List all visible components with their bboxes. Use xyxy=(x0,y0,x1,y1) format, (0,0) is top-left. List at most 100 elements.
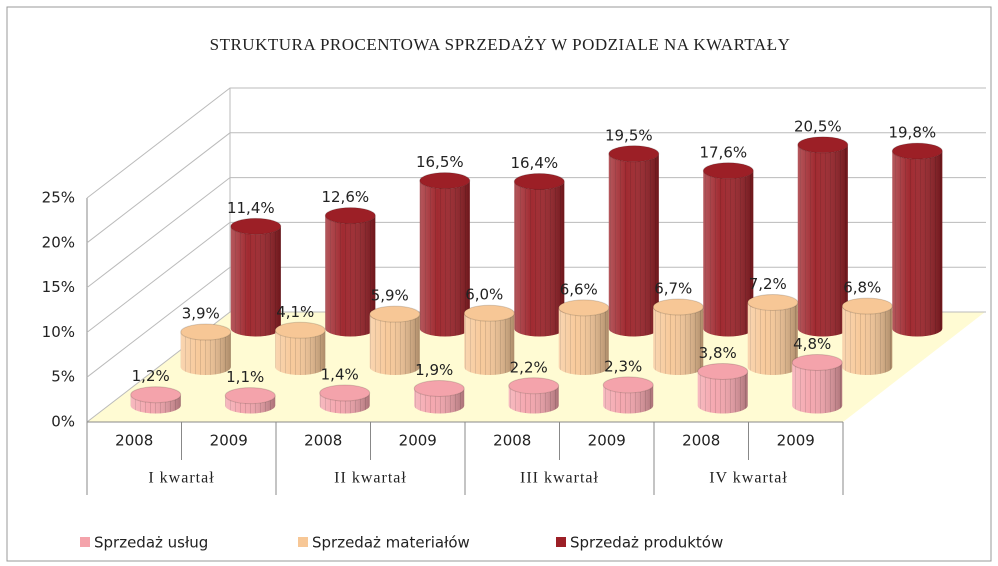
bar-shading xyxy=(603,384,654,414)
bar-shading xyxy=(508,385,559,414)
bar-top xyxy=(274,321,326,339)
bar-shading xyxy=(653,306,704,375)
bar-shading xyxy=(697,371,748,414)
bar-top xyxy=(791,353,843,371)
data-label: 4,1% xyxy=(276,303,314,321)
data-label: 19,5% xyxy=(605,126,653,144)
legend-swatch xyxy=(80,537,90,547)
bar-top xyxy=(230,217,282,235)
bar-shading xyxy=(558,307,609,375)
x-group-label: III kwartał xyxy=(520,470,599,487)
bar-shading xyxy=(414,388,465,414)
bar-shading xyxy=(747,302,798,375)
chart-title: STRUKTURA PROCENTOWA SPRZEDAŻY W PODZIAL… xyxy=(210,35,791,54)
bar-shading xyxy=(275,330,326,375)
bar-top xyxy=(602,376,654,394)
bar-shading xyxy=(325,215,376,337)
x-tick-label: 2009 xyxy=(210,432,248,450)
data-label: 1,1% xyxy=(226,368,264,386)
bar-top xyxy=(369,305,421,323)
bar-top xyxy=(891,142,943,160)
bar-top xyxy=(224,387,276,405)
bar-top xyxy=(702,162,754,180)
legend-label: Sprzedaż produktów xyxy=(570,534,723,552)
legend-swatch xyxy=(298,537,308,547)
data-label: 16,4% xyxy=(510,154,558,172)
data-label: 4,8% xyxy=(793,335,831,353)
data-label: 6,6% xyxy=(560,280,598,298)
y-tick-label: 10% xyxy=(42,323,75,341)
x-tick-label: 2009 xyxy=(777,432,815,450)
bar-shading xyxy=(369,314,420,375)
data-label: 11,4% xyxy=(227,199,275,217)
x-group-label: IV kwartał xyxy=(709,470,788,487)
x-group-label: II kwartał xyxy=(334,470,407,487)
y-tick-label: 5% xyxy=(51,368,75,386)
bar-top xyxy=(508,377,560,395)
grid-line xyxy=(86,132,986,244)
bar-top xyxy=(324,207,376,225)
data-label: 2,3% xyxy=(604,357,642,375)
data-label: 1,4% xyxy=(321,365,359,383)
data-label: 20,5% xyxy=(794,117,842,135)
bar-shading xyxy=(464,313,515,375)
bar-shading xyxy=(230,226,281,337)
bar-shading xyxy=(130,394,181,414)
data-label: 16,5% xyxy=(416,153,464,171)
y-tick-label: 25% xyxy=(42,189,75,207)
data-label: 2,2% xyxy=(510,358,548,376)
data-label: 3,9% xyxy=(182,305,220,323)
data-label: 6,8% xyxy=(843,279,881,297)
legend-label: Sprzedaż usług xyxy=(94,534,208,552)
x-tick-label: 2008 xyxy=(493,432,531,450)
bar-top xyxy=(608,145,660,163)
bar-shading xyxy=(608,153,659,337)
legend-label: Sprzedaż materiałów xyxy=(312,534,470,552)
y-tick-label: 20% xyxy=(42,233,75,251)
bar-top xyxy=(513,173,565,191)
bar-shading xyxy=(419,180,470,337)
x-tick-label: 2008 xyxy=(304,432,342,450)
bar-top xyxy=(841,297,893,315)
bar-shading xyxy=(797,144,848,337)
bar-top xyxy=(180,323,232,341)
bar-shading xyxy=(792,362,843,414)
x-tick-label: 2008 xyxy=(115,432,153,450)
bar-top xyxy=(130,386,182,404)
bar-top xyxy=(319,384,371,402)
data-label: 6,7% xyxy=(654,279,692,297)
bar-shading xyxy=(319,392,370,414)
data-label: 5,9% xyxy=(371,287,409,305)
bar-shading xyxy=(514,181,565,337)
data-label: 3,8% xyxy=(699,344,737,362)
bar-top xyxy=(747,293,799,311)
bar-shading xyxy=(842,306,893,375)
bar-top xyxy=(419,172,471,190)
x-tick-label: 2009 xyxy=(588,432,626,450)
data-label: 19,8% xyxy=(888,124,936,142)
data-label: 17,6% xyxy=(699,143,747,161)
bar-shading xyxy=(225,395,276,414)
y-tick-label: 0% xyxy=(51,413,75,431)
data-label: 6,0% xyxy=(465,286,503,304)
bar-shading xyxy=(180,332,231,375)
bar-top xyxy=(463,304,515,322)
legend-swatch xyxy=(556,537,566,547)
data-label: 1,9% xyxy=(415,361,453,379)
bar-top xyxy=(697,362,749,380)
x-tick-label: 2009 xyxy=(399,432,437,450)
grid-line xyxy=(86,87,986,199)
bar-top xyxy=(652,298,704,316)
y-tick-label: 15% xyxy=(42,278,75,296)
data-label: 1,2% xyxy=(132,367,170,385)
data-label: 7,2% xyxy=(749,275,787,293)
data-label: 12,6% xyxy=(321,188,369,206)
x-group-label: I kwartał xyxy=(148,470,214,487)
bar-top xyxy=(413,379,465,397)
bar-top xyxy=(797,136,849,154)
bar-shading xyxy=(703,170,754,337)
bar-shading xyxy=(892,151,943,337)
x-tick-label: 2008 xyxy=(682,432,720,450)
bar-top xyxy=(558,299,610,317)
